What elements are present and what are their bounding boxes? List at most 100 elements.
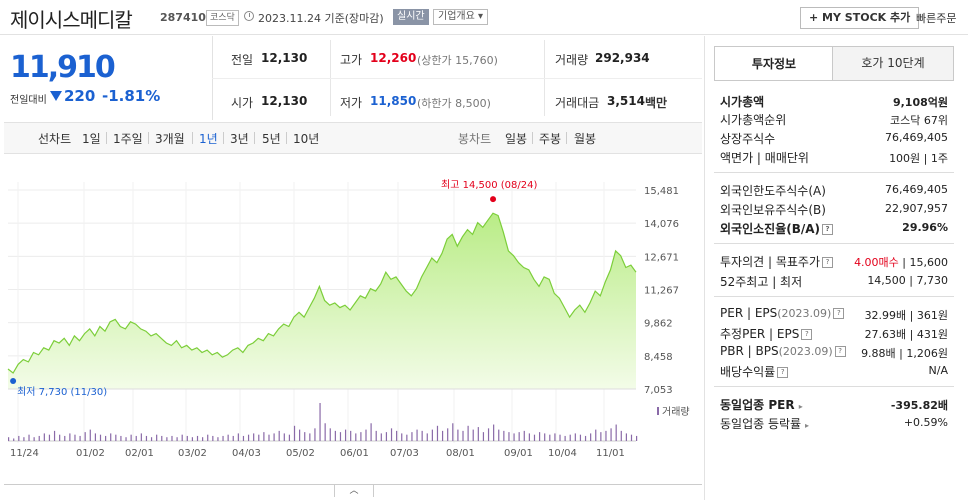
volume-bar [253, 433, 255, 441]
realtime-button[interactable]: 실시간 [393, 9, 429, 25]
foreign-holding-label: 외국인보유주식수(B) [720, 203, 826, 217]
help-icon[interactable]: ? [822, 224, 834, 235]
tab-3y[interactable]: 3년 [230, 132, 249, 146]
volume-bar [237, 433, 239, 441]
low-marker [10, 378, 17, 385]
x-tick-label: 03/02 [178, 448, 207, 459]
quick-order-link[interactable]: 빠른주문 [916, 12, 957, 25]
open-label: 시가 [231, 96, 254, 110]
x-tick-label: 08/01 [446, 448, 475, 459]
sector-change-label[interactable]: 동일업종 등락률 [720, 417, 802, 431]
help-icon[interactable]: ? [834, 346, 846, 357]
foreign-ratio-label: 외국인소진율(B/A) [720, 222, 821, 236]
par-value-label: 액면가 | 매매단위 [720, 151, 809, 165]
tab-order-book[interactable]: 호가 10단계 [832, 46, 954, 81]
volume-label: 거래량 [555, 53, 589, 67]
volume-bar [436, 425, 439, 441]
volume-bar [84, 432, 86, 441]
foreign-ratio-value: 29.96% [902, 221, 948, 234]
est-per-eps-value: 27.63배 | 431원 [864, 328, 948, 341]
volume-bar [161, 435, 163, 441]
help-icon[interactable]: ? [833, 308, 845, 319]
add-my-stock-button[interactable]: + MY STOCK 추가 [800, 7, 920, 29]
tab-3m[interactable]: 3개월 [155, 132, 185, 146]
volume-bar [324, 423, 326, 441]
listed-shares-label: 상장주식수 [720, 132, 776, 146]
volume-bar [452, 423, 454, 441]
divider [714, 243, 954, 244]
company-overview-dropdown[interactable]: 기업개요 ▾ [433, 9, 488, 25]
volume-bar [227, 434, 229, 441]
volume-bar [309, 433, 311, 441]
stock-code: 287410 [160, 11, 206, 24]
volume-bar [508, 432, 510, 441]
x-tick-label: 04/03 [232, 448, 261, 459]
tab-1d[interactable]: 1일 [82, 132, 101, 146]
help-icon[interactable]: ? [822, 257, 833, 268]
divider [566, 132, 567, 144]
volume-bar [150, 437, 153, 441]
divider [286, 132, 287, 144]
collapse-chart-button[interactable]: ︿ [334, 484, 374, 497]
est-per-eps-label: 추정PER | EPS [720, 327, 800, 341]
tab-invest-info[interactable]: 투자정보 [714, 46, 834, 81]
volume-bar [426, 433, 428, 441]
base-date: 2023.11.24 기준(장마감) [258, 12, 384, 25]
tab-10y[interactable]: 10년 [293, 132, 320, 146]
volume-bar [344, 429, 347, 441]
volume-bar [191, 437, 194, 441]
volume-bar [533, 434, 536, 441]
price-line [7, 212, 637, 374]
x-tick-label: 10/04 [548, 448, 577, 459]
volume-bar [554, 433, 556, 441]
y-tick-label: 12,671 [644, 252, 679, 263]
volume-bar [288, 434, 291, 441]
divider [714, 80, 954, 81]
tab-1y[interactable]: 1년 [199, 132, 218, 146]
low-value: 11,850 [370, 94, 417, 108]
volume-bar [247, 434, 250, 441]
tab-monthly[interactable]: 월봉 [574, 132, 597, 146]
x-tick-label: 07/03 [390, 448, 419, 459]
divider [714, 386, 954, 387]
clock-icon [244, 11, 254, 21]
amount-label: 거래대금 [555, 96, 600, 110]
volume-bar [493, 424, 495, 441]
volume-bar [503, 430, 505, 441]
y-tick-label: 8,458 [644, 352, 673, 363]
amount-unit: 백만 [645, 96, 668, 110]
x-tick-label: 11/01 [596, 448, 625, 459]
tab-1w[interactable]: 1주일 [113, 132, 143, 146]
volume-bar [13, 438, 15, 441]
y-tick-label: 7,053 [644, 385, 673, 396]
volume-bar [467, 425, 469, 441]
tab-daily[interactable]: 일봉 [505, 132, 528, 146]
help-icon[interactable]: ? [801, 329, 813, 340]
market-cap-rank-value: 코스닥 67위 [890, 114, 948, 127]
volume-bar [401, 433, 403, 441]
volume-bar [145, 435, 148, 441]
chevron-right-icon: ▸ [804, 421, 809, 430]
dividend-label: 배당수익률 [720, 365, 776, 379]
help-icon[interactable]: ? [777, 367, 789, 378]
volume-bar [23, 437, 25, 441]
volume-bar [186, 435, 188, 441]
volume-bar [462, 430, 464, 441]
volume-bar [595, 429, 597, 441]
change-label: 전일대비 [10, 95, 47, 106]
tab-5y[interactable]: 5년 [262, 132, 281, 146]
volume-bar [8, 437, 10, 441]
tab-weekly[interactable]: 주봉 [539, 132, 562, 146]
volume-bar [125, 437, 127, 441]
volume-bar [319, 403, 321, 441]
volume-bar [94, 433, 96, 441]
dividend-value: N/A [928, 364, 948, 377]
sector-per-label[interactable]: 동일업종 PER [720, 398, 795, 412]
divider [714, 296, 954, 297]
volume-bar [549, 434, 551, 441]
listed-shares-value: 76,469,405 [885, 131, 948, 144]
volume-bar [334, 430, 336, 441]
volume-bar [360, 432, 362, 441]
volume-bar [43, 433, 45, 441]
high-value: 12,260 [370, 51, 417, 65]
